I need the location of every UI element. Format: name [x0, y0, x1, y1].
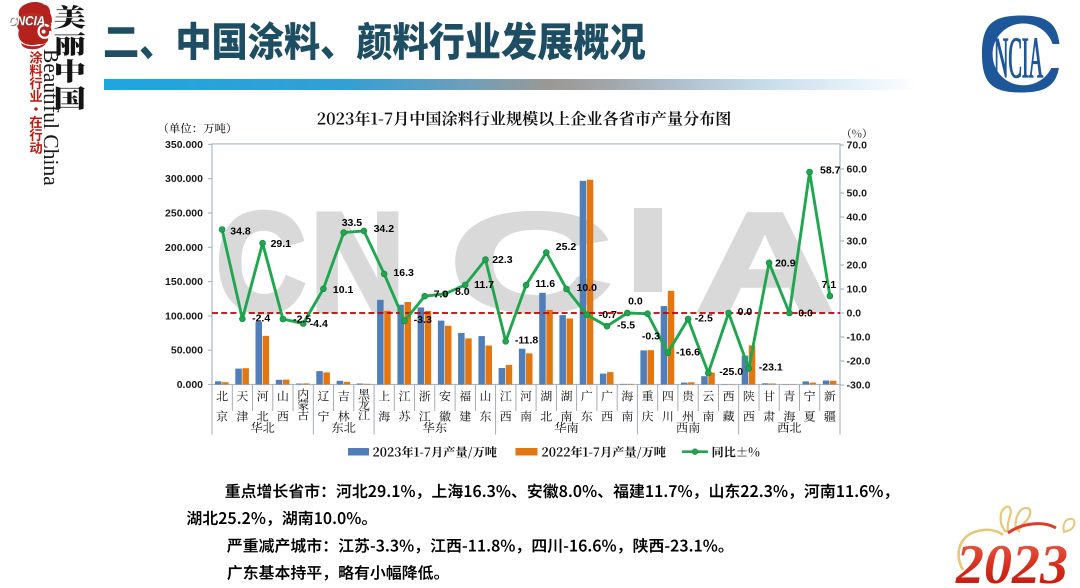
svg-text:10.1: 10.1 [333, 284, 354, 296]
svg-text:22.3: 22.3 [492, 254, 513, 266]
svg-text:0.0: 0.0 [738, 306, 753, 318]
svg-text:40.0: 40.0 [847, 212, 868, 224]
svg-text:10.0: 10.0 [847, 284, 868, 296]
svg-text:50.000: 50.000 [171, 345, 203, 357]
svg-text:34.8: 34.8 [230, 226, 251, 238]
svg-text:-25.0: -25.0 [719, 366, 743, 378]
svg-text:8.0: 8.0 [455, 286, 470, 298]
svg-text:0.000: 0.000 [177, 379, 203, 391]
svg-text:-3.3: -3.3 [414, 314, 432, 326]
svg-text:29.1: 29.1 [271, 238, 292, 250]
svg-text:-20.0: -20.0 [847, 356, 871, 368]
svg-text:30.0: 30.0 [847, 236, 868, 248]
svg-text:58.7: 58.7 [820, 165, 841, 177]
svg-text:-0.3: -0.3 [642, 330, 660, 342]
svg-text:7.0: 7.0 [434, 289, 449, 301]
svg-text:100.000: 100.000 [165, 310, 203, 322]
svg-text:0.0: 0.0 [628, 296, 643, 308]
svg-text:7.1: 7.1 [822, 279, 837, 291]
svg-text:33.5: 33.5 [342, 217, 363, 229]
svg-text:11.6: 11.6 [535, 278, 555, 290]
svg-text:50.0: 50.0 [847, 188, 868, 200]
svg-text:250.000: 250.000 [165, 208, 203, 220]
svg-text:-16.6: -16.6 [676, 347, 700, 359]
svg-text:-2.5: -2.5 [695, 313, 713, 325]
svg-text:10.0: 10.0 [577, 282, 598, 294]
svg-text:11.7: 11.7 [474, 279, 494, 291]
svg-text:0.0: 0.0 [798, 307, 813, 319]
svg-text:200.000: 200.000 [165, 242, 203, 254]
svg-text:34.2: 34.2 [374, 223, 395, 235]
svg-text:-30.0: -30.0 [847, 380, 871, 392]
svg-text:25.2: 25.2 [556, 241, 577, 253]
svg-text:-23.1: -23.1 [759, 361, 783, 373]
svg-text:60.0: 60.0 [847, 164, 868, 176]
svg-text:-2.4: -2.4 [252, 312, 270, 324]
svg-text:0.0: 0.0 [847, 308, 862, 320]
svg-text:16.3: 16.3 [393, 267, 414, 279]
svg-text:300.000: 300.000 [165, 173, 203, 185]
svg-text:-2.5: -2.5 [293, 314, 311, 326]
svg-text:150.000: 150.000 [165, 276, 203, 288]
svg-text:20.0: 20.0 [847, 260, 868, 272]
svg-text:-0.7: -0.7 [599, 309, 617, 321]
svg-text:-11.8: -11.8 [515, 334, 539, 346]
svg-text:350.000: 350.000 [165, 139, 203, 151]
svg-text:-10.0: -10.0 [847, 332, 871, 344]
svg-text:20.9: 20.9 [775, 257, 796, 269]
svg-text:A: A [695, 183, 835, 341]
svg-text:N: N [310, 183, 405, 341]
svg-text:70.0: 70.0 [847, 140, 868, 152]
svg-text:-4.4: -4.4 [310, 318, 328, 330]
svg-text:-5.5: -5.5 [617, 320, 635, 332]
